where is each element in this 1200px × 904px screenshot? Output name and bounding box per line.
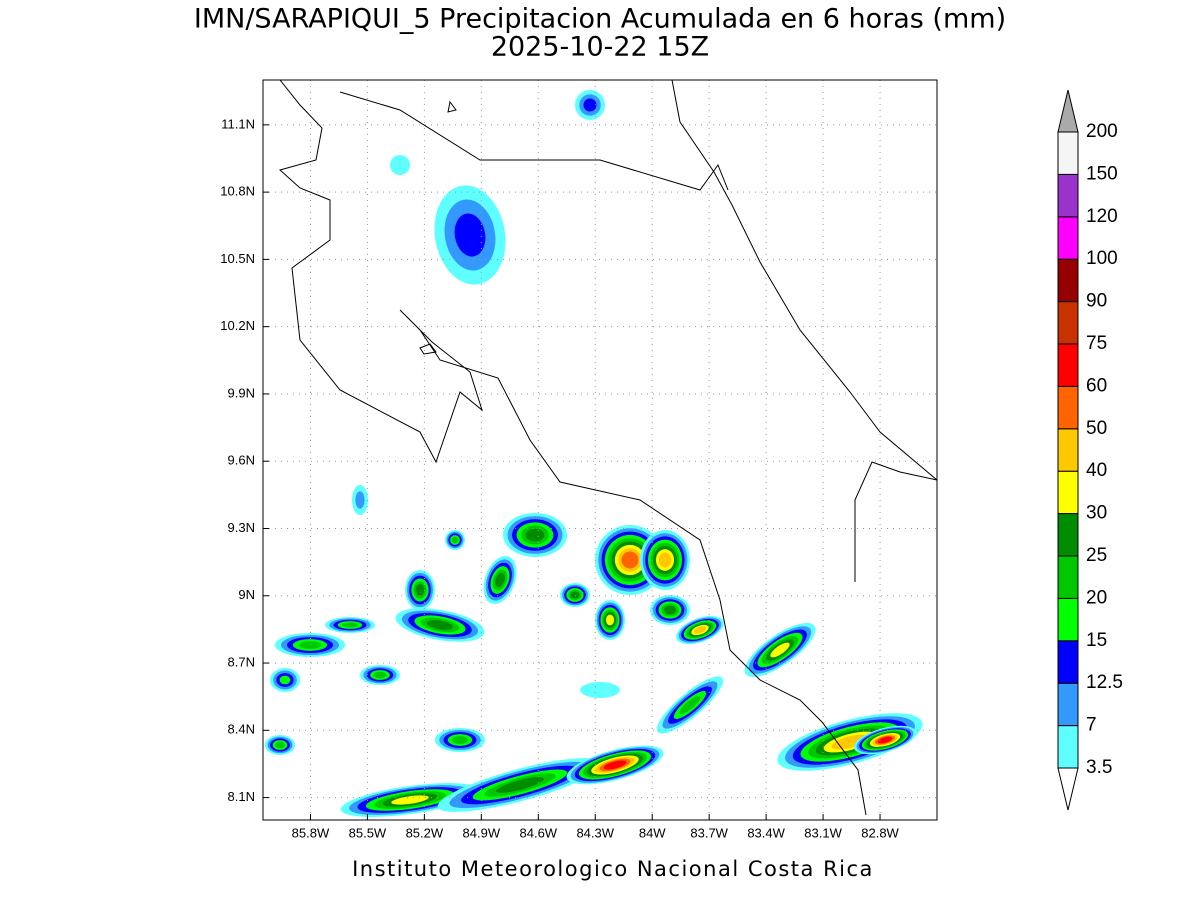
island [447,100,457,113]
precip-area [570,591,580,599]
precip-area [373,671,387,679]
colorbar-label: 7 [1086,715,1097,736]
precip-area [679,695,701,715]
colorbar-label: 30 [1086,503,1107,524]
precip-area [583,98,597,112]
y-tick-label: 8.7N [228,654,255,669]
y-tick-label: 10.8N [220,184,255,199]
colorbar-label: 25 [1086,545,1107,566]
title-line: IMN/SARAPIQUI_5 Precipitacion Acumulada … [194,4,1006,35]
colorbar-box [1057,216,1079,260]
y-tick-label: 9.3N [228,520,255,535]
colorbar-box [1057,513,1079,557]
precip-area [390,155,410,175]
precip-area [770,642,790,658]
precip-area [495,572,505,588]
colorbar-box [1057,301,1079,345]
precip-area [342,622,358,628]
colorbar-label: 75 [1086,333,1107,354]
precip-area [496,777,544,793]
y-tick-label: 11.1N [221,116,255,131]
precip-area [454,213,486,257]
x-tick-label: 84W [639,825,666,840]
colorbar-label: 120 [1086,206,1118,227]
colorbar-box [1057,428,1079,472]
x-tick-label: 82.8W [861,825,899,840]
y-tick-label: 9N [238,587,255,602]
colorbar-label: 50 [1086,418,1107,439]
colorbar-box [1057,131,1079,175]
precip-area [452,736,468,744]
colorbar-box [1057,597,1079,642]
x-tick-label: 84.3W [576,825,614,840]
precip-area [877,736,893,744]
colorbar-box [1057,682,1079,727]
colorbar-over [1057,89,1079,133]
coast-pacific [278,80,867,816]
y-tick-label: 10.2N [220,318,255,333]
precip-area [275,741,285,749]
precip-area [603,760,627,770]
precip-area [355,491,365,509]
precip-area [451,536,459,544]
y-tick-label: 9.9N [228,385,255,400]
border-south [854,461,937,582]
precip-area [658,552,672,568]
colorbar-box [1057,385,1079,430]
coastlines [278,80,937,816]
colorbar-label: 3.5 [1086,757,1112,778]
colorbar-label: 15 [1086,630,1107,651]
colorbar: 3.5 7 12.5 15 20 25 30 40 50 60 75 90 100 120 150 200 [1057,89,1123,811]
colorbar-box [1057,555,1079,599]
precip-area [415,584,425,596]
grid: 85.8W 85.5W 85.2W 84.9W 84.6W 84.3W 84W 83.7W 83… [220,80,937,840]
x-tick-label: 83.1W [804,825,842,840]
colorbar-box [1057,725,1079,769]
y-tick-label: 8.4N [228,722,255,737]
colorbar-box [1057,343,1079,387]
y-tick-label: 10.5N [220,251,255,266]
colorbar-label: 60 [1086,375,1107,396]
x-tick-label: 85.8W [292,825,330,840]
colorbar-label: 100 [1086,248,1118,269]
border-north [339,91,729,191]
colorbar-label: 20 [1086,587,1107,608]
precip-area [525,528,545,542]
island [419,343,437,355]
colorbar-box [1057,470,1079,515]
precip-area [664,605,676,615]
x-tick-label: 83.7W [690,825,728,840]
colorbar-box [1057,173,1079,218]
precip-area [279,675,291,685]
x-tick-label: 85.5W [349,825,387,840]
colorbar-box [1057,640,1079,684]
precip-area [831,734,869,750]
x-tick-label: 84.9W [463,825,501,840]
y-tick-label: 9.6N [228,453,255,468]
title-line: 2025-10-22 15Z [491,32,709,63]
colorbar-label: 90 [1086,291,1107,312]
colorbar-label: 200 [1086,121,1118,142]
precip-area [693,626,707,634]
x-tick-label: 84.6W [520,825,558,840]
precip-field [265,90,923,817]
coast-caribbean [671,80,937,481]
colorbar-label: 150 [1086,163,1118,184]
colorbar-box [1057,258,1079,303]
footer: Instituto Meteorologico Nacional Costa R… [352,857,874,881]
colorbar-under [1057,767,1079,811]
precip-area [427,620,453,630]
x-tick-label: 85.2W [406,825,444,840]
x-tick-label: 83.4W [747,825,785,840]
colorbar-label: 40 [1086,460,1107,481]
colorbar-label: 12.5 [1086,672,1123,693]
map-frame [262,79,938,821]
precip-area [605,614,615,626]
y-tick-label: 8.1N [228,789,255,804]
precip-area [621,551,639,569]
precip-area [580,682,620,698]
